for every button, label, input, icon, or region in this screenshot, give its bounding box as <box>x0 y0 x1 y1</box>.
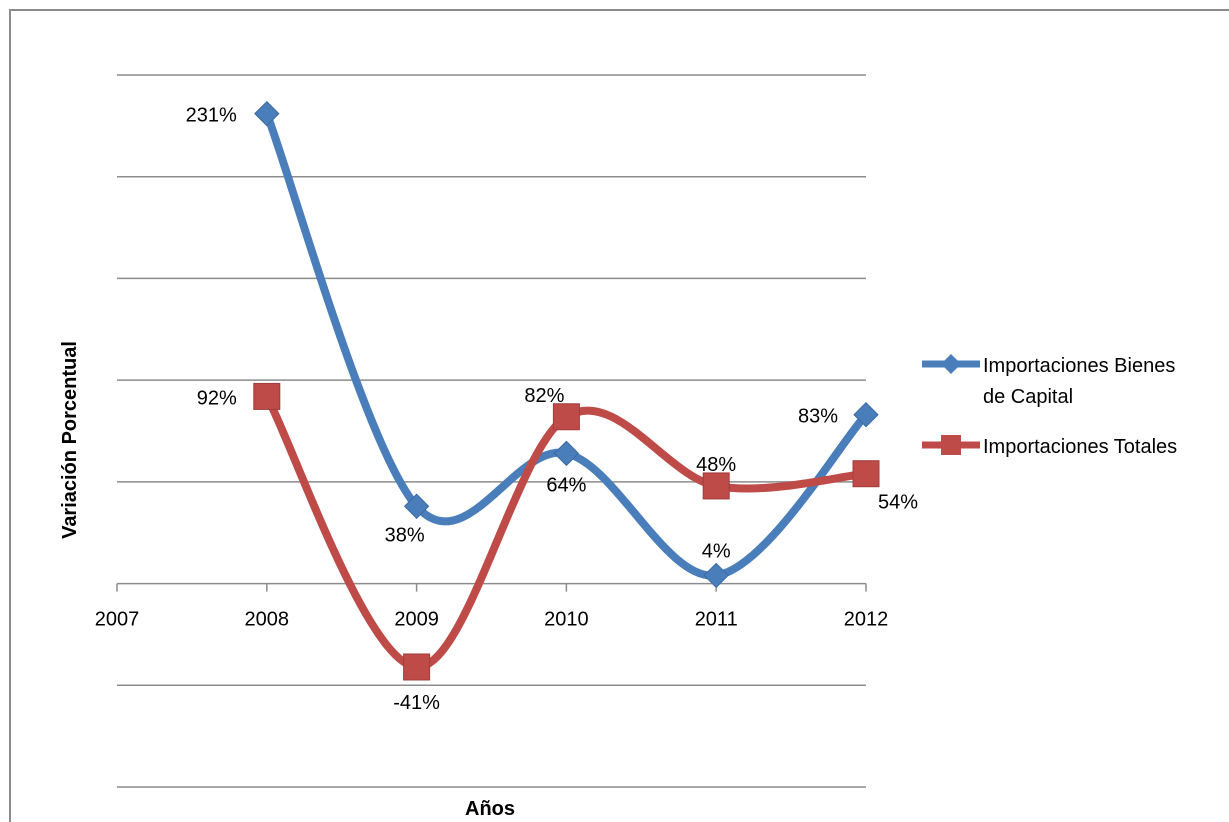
data-label: 4% <box>702 540 731 562</box>
data-label: 231% <box>186 105 237 127</box>
legend-label-line: de Capital <box>983 386 1073 408</box>
data-label: 48% <box>696 454 736 476</box>
legend-square-icon <box>941 435 961 455</box>
series-lines <box>262 109 870 671</box>
x-tick-label: 2009 <box>394 609 439 631</box>
data-label: 92% <box>197 387 237 409</box>
series-line-0 <box>262 109 870 580</box>
square-marker <box>253 382 281 410</box>
diamond-marker <box>553 440 580 467</box>
square-marker <box>852 460 880 488</box>
x-tick-label: 2012 <box>844 609 889 631</box>
x-axis-title: Años <box>465 798 515 820</box>
data-label: 83% <box>798 406 838 428</box>
chart-frame <box>9 9 1229 822</box>
data-label: -41% <box>393 692 440 714</box>
y-axis-title: Variación Porcentual <box>59 341 81 539</box>
diamond-marker <box>853 402 879 428</box>
square-marker <box>702 472 730 500</box>
series-markers <box>253 100 880 681</box>
x-tick-label: 2007 <box>95 609 140 631</box>
legend-label-line: Importaciones Bienes <box>983 355 1175 377</box>
data-label: 64% <box>546 474 586 496</box>
legend-label-totales: Importaciones Totales <box>983 436 1177 458</box>
diamond-marker <box>254 100 280 127</box>
legend-diamond-icon <box>941 354 961 374</box>
square-marker <box>403 653 431 681</box>
diamond-marker <box>703 562 729 589</box>
data-label: 54% <box>878 492 918 514</box>
diamond-marker <box>403 493 430 519</box>
legend: Importaciones Bienes de CapitalImportacio… <box>922 354 1177 458</box>
x-axis: 2007 2008 2009 2010 2011 2012 <box>95 582 889 631</box>
x-tick-label: 2008 <box>245 609 290 631</box>
legend-label-bienes: Importaciones Bienes de Capital <box>983 355 1175 408</box>
data-label: 82% <box>524 385 564 407</box>
gridlines <box>117 74 866 788</box>
x-tick-label: 2011 <box>695 609 738 631</box>
x-tick-label: 2010 <box>544 609 589 631</box>
series-line-1 <box>262 392 870 671</box>
square-marker <box>552 403 580 431</box>
data-label: 38% <box>385 524 425 546</box>
data-labels: 231% 38% 64% 4% 83% 92% -41% 82% 48% 54% <box>186 105 919 714</box>
